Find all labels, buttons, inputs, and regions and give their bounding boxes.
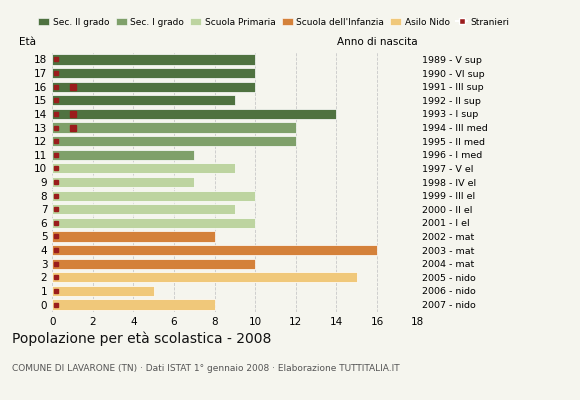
Bar [52, 231, 215, 242]
Bar [52, 272, 357, 282]
Bar [52, 150, 194, 160]
Text: Anno di nascita: Anno di nascita [337, 37, 418, 47]
Text: Popolazione per età scolastica - 2008: Popolazione per età scolastica - 2008 [12, 332, 271, 346]
Bar [52, 122, 296, 133]
Bar [52, 300, 215, 310]
Legend: Sec. II grado, Sec. I grado, Scuola Primaria, Scuola dell'Infanzia, Asilo Nido, : Sec. II grado, Sec. I grado, Scuola Prim… [38, 18, 510, 27]
Bar [52, 204, 235, 214]
Bar [52, 245, 377, 255]
Bar [52, 190, 255, 201]
Bar [52, 286, 154, 296]
Bar [52, 95, 235, 106]
Bar [52, 218, 255, 228]
Text: COMUNE DI LAVARONE (TN) · Dati ISTAT 1° gennaio 2008 · Elaborazione TUTTITALIA.I: COMUNE DI LAVARONE (TN) · Dati ISTAT 1° … [12, 364, 399, 373]
Bar [52, 258, 255, 269]
Text: Età: Età [19, 37, 37, 47]
Bar [52, 177, 194, 187]
Bar [52, 82, 255, 92]
Bar [52, 109, 336, 119]
Bar [52, 163, 235, 174]
Bar [52, 136, 296, 146]
Bar [52, 54, 255, 64]
Bar [52, 68, 255, 78]
